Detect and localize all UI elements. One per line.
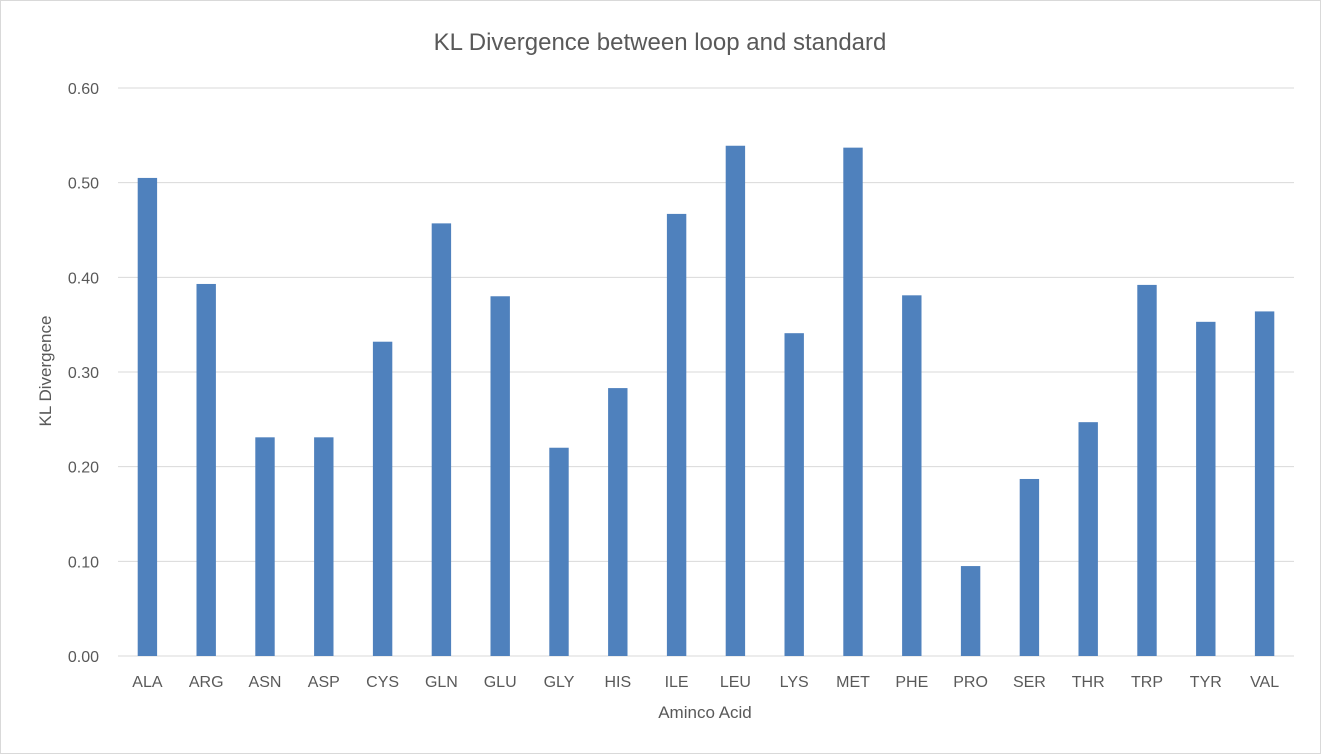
bar-thr — [1078, 422, 1098, 656]
y-tick-label: 0.00 — [68, 649, 99, 666]
bar-tyr — [1196, 321, 1216, 656]
x-tick-label-gln: GLN — [425, 674, 458, 691]
x-tick-label-gly: GLY — [544, 674, 575, 691]
bar-ser — [1019, 478, 1040, 656]
bars — [137, 145, 1275, 656]
x-tick-label-val: VAL — [1250, 674, 1279, 691]
bar-gly — [549, 447, 569, 656]
x-tick-label-trp: TRP — [1131, 674, 1163, 691]
x-tick-label-glu: GLU — [484, 674, 517, 691]
y-tick-label: 0.10 — [68, 554, 99, 571]
x-axis-label: Aminco Acid — [658, 703, 752, 722]
bar-gln — [431, 223, 452, 656]
bar-ala — [137, 177, 158, 656]
gridlines — [118, 87, 1294, 657]
x-tick-label-ala: ALA — [132, 674, 163, 691]
x-tick-label-asn: ASN — [249, 674, 282, 691]
bar-asn — [255, 437, 275, 656]
bar-lys — [784, 333, 804, 656]
bar-cys — [372, 341, 393, 656]
bar-pro — [960, 566, 981, 656]
bar-glu — [490, 296, 510, 656]
x-tick-labels: ALA ARG ASN ASP CYS GLN GLU GLY HIS ILE LEU LYS MET P… — [132, 674, 1279, 691]
y-tick-label: 0.60 — [68, 81, 99, 98]
bar-his — [608, 388, 628, 656]
bar-arg — [196, 283, 216, 656]
x-tick-label-arg: ARG — [189, 674, 224, 691]
bar-val — [1254, 311, 1275, 656]
x-tick-label-ile: ILE — [665, 674, 689, 691]
y-tick-label: 0.30 — [68, 365, 99, 382]
x-tick-label-pro: PRO — [953, 674, 988, 691]
y-tick-label: 0.40 — [68, 270, 99, 287]
x-tick-label-his: HIS — [604, 674, 631, 691]
x-tick-label-lys: LYS — [780, 674, 809, 691]
bar-met — [843, 147, 863, 656]
x-tick-label-phe: PHE — [895, 674, 928, 691]
x-tick-label-tyr: TYR — [1190, 674, 1222, 691]
x-tick-label-thr: THR — [1072, 674, 1105, 691]
bar-phe — [902, 295, 922, 656]
y-tick-label: 0.50 — [68, 176, 99, 193]
y-tick-labels: 0.00 0.10 0.20 0.30 0.40 0.50 0.60 — [68, 81, 99, 666]
x-tick-label-cys: CYS — [366, 674, 399, 691]
y-tick-label: 0.20 — [68, 460, 99, 477]
bar-trp — [1137, 284, 1157, 656]
chart-title: KL Divergence between loop and standard — [434, 29, 887, 56]
bar-asp — [314, 437, 334, 656]
y-axis-label: KL Divergence — [36, 316, 55, 427]
x-tick-label-asp: ASP — [308, 674, 340, 691]
x-tick-label-ser: SER — [1013, 674, 1046, 691]
x-tick-label-met: MET — [836, 674, 870, 691]
x-tick-label-leu: LEU — [720, 674, 751, 691]
bar-leu — [725, 145, 746, 656]
bar-ile — [666, 213, 687, 656]
